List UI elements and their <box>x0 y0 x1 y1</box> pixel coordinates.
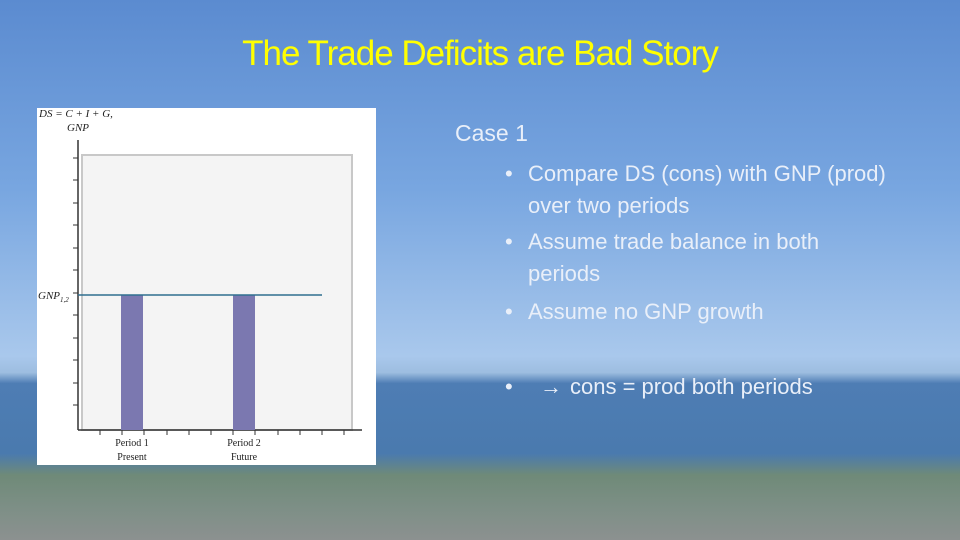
bullet-marker: • <box>505 374 513 399</box>
tick-marks <box>73 157 345 435</box>
line-label-text: GNP <box>38 290 60 302</box>
bar <box>121 295 143 430</box>
bullet: Assume trade balance in both periods <box>528 229 820 286</box>
bullet: Compare DS (cons) with GNP (prod) over t… <box>528 161 886 218</box>
period-name: Period 1 <box>115 438 149 449</box>
line-label-subscript: 1,2 <box>60 296 69 304</box>
bullet-marker: • <box>505 229 513 254</box>
period-label: Future <box>231 452 258 463</box>
slide-title: The Trade Deficits are Bad Story <box>242 34 719 73</box>
period-label: Present <box>117 452 147 463</box>
heading: Case 1 <box>455 120 528 146</box>
bar <box>233 295 255 430</box>
conclusion: cons = prod both periods <box>570 374 813 399</box>
figure: DS = C + I + G, GNP GNP1,2 Period 1 Pres… <box>37 108 376 465</box>
y-axis-label: GNP <box>67 122 89 134</box>
bullet-marker: • <box>505 299 513 324</box>
line-label: GNP1,2 <box>38 290 69 304</box>
period-name: Period 2 <box>227 438 261 449</box>
conclusion-arrow: → <box>540 374 562 399</box>
bullet-marker: • <box>505 161 513 186</box>
bullet: Assume no GNP growth <box>528 299 764 324</box>
y-axis-label: DS = C + I + G, <box>38 108 113 120</box>
